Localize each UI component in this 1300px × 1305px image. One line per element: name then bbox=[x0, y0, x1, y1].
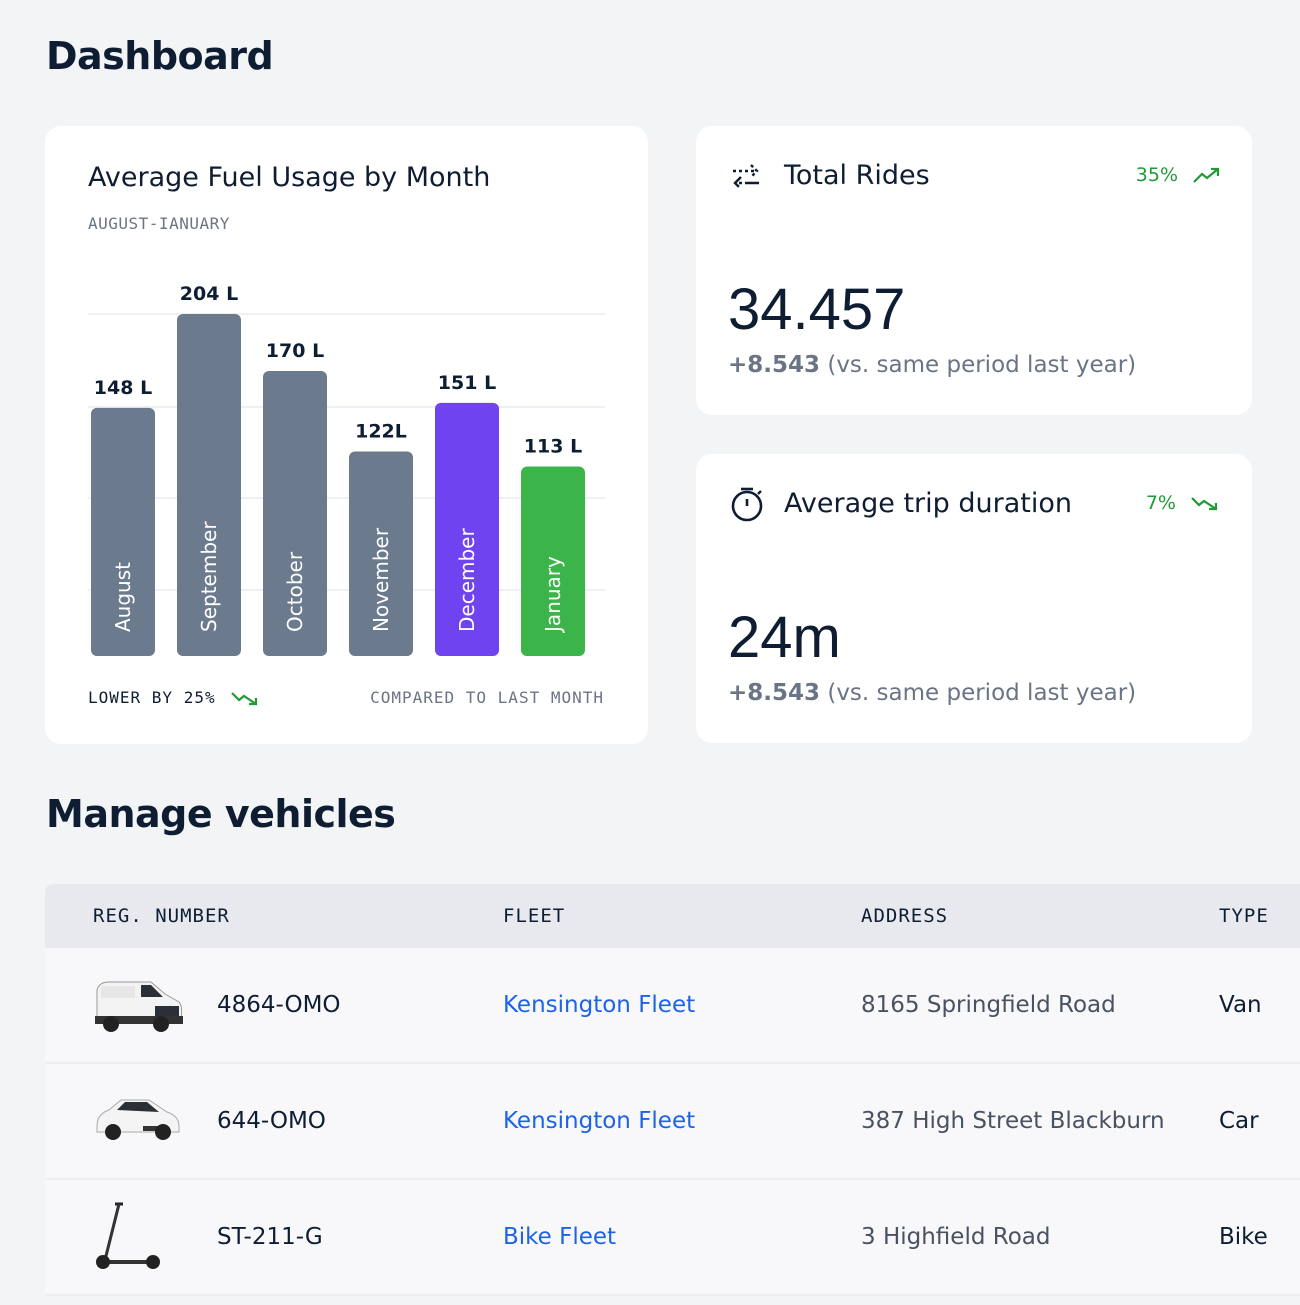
chart-footer-left: LOWER BY 25% bbox=[88, 688, 260, 707]
category-label: December bbox=[455, 528, 479, 632]
reg-number: 4864-OMO bbox=[217, 992, 341, 1018]
fleet-link[interactable]: Kensington Fleet bbox=[503, 1108, 696, 1134]
data-label: 204 L bbox=[180, 283, 238, 305]
vehicle-type: Bike bbox=[1219, 1224, 1268, 1250]
fleet-link[interactable]: Bike Fleet bbox=[503, 1224, 617, 1250]
address: 8165 Springfield Road bbox=[861, 992, 1116, 1018]
bar-september[interactable] bbox=[177, 314, 241, 656]
data-label: 170 L bbox=[266, 340, 324, 362]
reg-number: ST-211-G bbox=[217, 1224, 323, 1250]
chart-subtitle: AUGUST-IANUARY bbox=[88, 214, 230, 233]
trend-down-icon bbox=[1191, 497, 1218, 511]
stat-title: Total Rides bbox=[784, 160, 930, 191]
bar-november[interactable] bbox=[349, 451, 413, 656]
reg-number: 644-OMO bbox=[217, 1108, 326, 1134]
trend-up-icon bbox=[1193, 167, 1220, 183]
category-label: October bbox=[283, 551, 307, 632]
col-fleet[interactable]: FLEET bbox=[503, 905, 566, 927]
table-row[interactable]: ST-211-G Bike Fleet 3 Highfield Road Bike bbox=[45, 1180, 1300, 1296]
delta-note: (vs. same period last year) bbox=[827, 680, 1137, 706]
table-row[interactable]: 4864-OMO Kensington Fleet 8165 Springfield… bbox=[45, 948, 1300, 1064]
table-row[interactable]: 644-OMO Kensington Fleet 387 High Street B… bbox=[45, 1064, 1300, 1180]
delta-note: (vs. same period last year) bbox=[827, 352, 1137, 378]
fleet-link[interactable]: Kensington Fleet bbox=[503, 992, 696, 1018]
total-rides-card: Total Rides 35% 34.457 +8.543 (vs. same … bbox=[696, 126, 1252, 415]
bar-august[interactable] bbox=[91, 407, 155, 656]
category-label: August bbox=[111, 562, 135, 632]
trend-value: 35% bbox=[1135, 164, 1178, 186]
total-rides-value: 34.457 bbox=[728, 277, 906, 342]
fuel-usage-card: Average Fuel Usage by Month AUGUST-IANUA… bbox=[45, 126, 648, 744]
trend-badge: 7% bbox=[1146, 492, 1220, 514]
data-label: 113 L bbox=[524, 436, 582, 458]
section-title: Manage vehicles bbox=[46, 792, 396, 836]
stopwatch-icon bbox=[731, 487, 763, 522]
col-reg[interactable]: REG. NUMBER bbox=[93, 905, 230, 927]
stat-title: Average trip duration bbox=[784, 488, 1072, 519]
address: 3 Highfield Road bbox=[861, 1224, 1051, 1250]
data-label: 151 L bbox=[438, 372, 496, 394]
bar-december[interactable] bbox=[435, 402, 499, 656]
data-label: 122L bbox=[355, 420, 407, 442]
delta-value: +8.543 bbox=[728, 352, 821, 378]
trend-badge: 35% bbox=[1136, 164, 1220, 186]
lower-by-text: LOWER BY 25% bbox=[88, 688, 216, 707]
avg-trip-card: Average trip duration 7% 24m +8.543 (vs.… bbox=[696, 454, 1252, 743]
trend-value: 7% bbox=[1145, 492, 1176, 514]
bar-october[interactable] bbox=[263, 371, 327, 656]
category-label: November bbox=[369, 527, 393, 632]
vehicle-image-scooter bbox=[93, 1200, 163, 1278]
swap-arrows-icon bbox=[733, 164, 759, 190]
address: 387 High Street Blackburn bbox=[861, 1108, 1165, 1134]
col-type[interactable]: TYPE bbox=[1219, 905, 1269, 927]
data-label: 148 L bbox=[94, 377, 152, 399]
chart-title: Average Fuel Usage by Month bbox=[88, 162, 491, 193]
category-label: January bbox=[541, 556, 565, 634]
table-header: REG. NUMBER FLEET ADDRESS TYPE bbox=[45, 884, 1300, 948]
vehicle-image-van bbox=[93, 976, 185, 1042]
category-label: September bbox=[197, 521, 221, 632]
trend-down-icon bbox=[230, 691, 257, 705]
vehicle-image-car bbox=[93, 1092, 181, 1148]
stat-delta: +8.543 (vs. same period last year) bbox=[728, 680, 1136, 706]
page-title: Dashboard bbox=[46, 34, 274, 78]
vehicle-type: Van bbox=[1219, 992, 1262, 1018]
stat-delta: +8.543 (vs. same period last year) bbox=[728, 352, 1136, 378]
col-address[interactable]: ADDRESS bbox=[861, 905, 949, 927]
bar-january[interactable] bbox=[521, 466, 585, 656]
avg-trip-value: 24m bbox=[728, 605, 841, 670]
vehicles-table: REG. NUMBER FLEET ADDRESS TYPE 4864-OMO K… bbox=[45, 884, 1300, 1296]
compared-text: COMPARED TO LAST MONTH bbox=[370, 688, 604, 707]
fuel-bar-chart: 148 L August 204 L September 170 L October 122… bbox=[88, 283, 605, 656]
vehicle-type: Car bbox=[1219, 1108, 1259, 1134]
delta-value: +8.543 bbox=[728, 680, 821, 706]
